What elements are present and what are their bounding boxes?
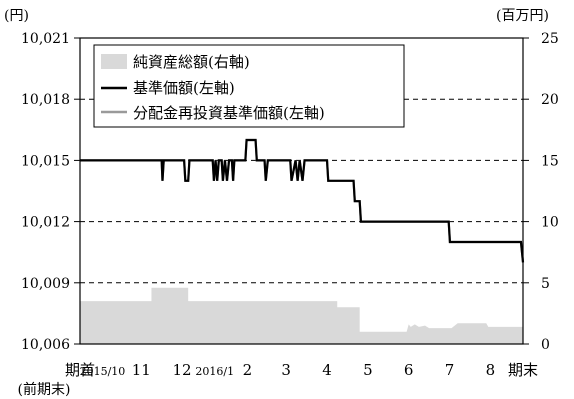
nav-area-fill: [80, 287, 523, 344]
right-tick-label: 20: [541, 92, 559, 108]
right-axis-unit: (百万円): [496, 8, 549, 24]
reinvest-price-line: [80, 138, 525, 263]
legend-box: [93, 44, 405, 128]
plot-frame: [79, 37, 524, 345]
right-tick-label: 25: [541, 31, 559, 47]
right-tick-label: 15: [541, 153, 559, 169]
right-tick-label: 5: [541, 276, 550, 292]
left-tick-label: 10,012: [21, 215, 70, 231]
left-axis-unit: (円): [4, 8, 29, 24]
left-tick-label: 10,018: [21, 92, 70, 108]
legend-label-price: 基準価額(左軸): [133, 79, 235, 97]
left-tick-label: 10,009: [21, 276, 70, 292]
x-tick-label: 6: [404, 361, 414, 379]
x-tick-label: 12: [173, 361, 192, 379]
left-axis: 10,021 10,018 10,015 10,012 10,009 10,006: [21, 31, 80, 353]
legend-label-reinvest: 分配金再投資基準価額(左軸): [133, 104, 325, 122]
legend: 純資産総額(右軸) 基準価額(左軸) 分配金再投資基準価額(左軸): [93, 44, 405, 128]
left-tick-label: 10,006: [21, 337, 70, 353]
right-axis: 25 20 15 10 5 0: [523, 31, 559, 353]
legend-label-nav-area: 純資産総額(右軸): [133, 53, 250, 71]
right-tick-label: 10: [541, 215, 559, 231]
x-tick-label: 5: [363, 361, 373, 379]
x-tick-label: 期末: [508, 361, 538, 379]
legend-swatch-nav-area: [101, 54, 127, 69]
price-line: [80, 138, 525, 263]
x-tick-label: 2: [243, 361, 253, 379]
x-axis-sublabel: (前期末): [18, 381, 71, 398]
x-tick-label: 3: [281, 361, 291, 379]
x-tick-label: 2015/10: [80, 365, 126, 378]
price-series: [80, 138, 525, 263]
right-tick-label: 0: [541, 337, 550, 353]
x-tick-label: 7: [445, 361, 455, 379]
nav-area-series: [80, 287, 523, 344]
left-tick-label: 10,021: [21, 31, 70, 47]
x-tick-label: 8: [486, 361, 496, 379]
left-tick-label: 10,015: [21, 153, 70, 169]
x-tick-label: 11: [132, 361, 151, 379]
x-tick-label: 4: [322, 361, 332, 379]
x-tick-label: 2016/1: [195, 365, 234, 378]
x-tick-label: 期首: [65, 361, 95, 379]
